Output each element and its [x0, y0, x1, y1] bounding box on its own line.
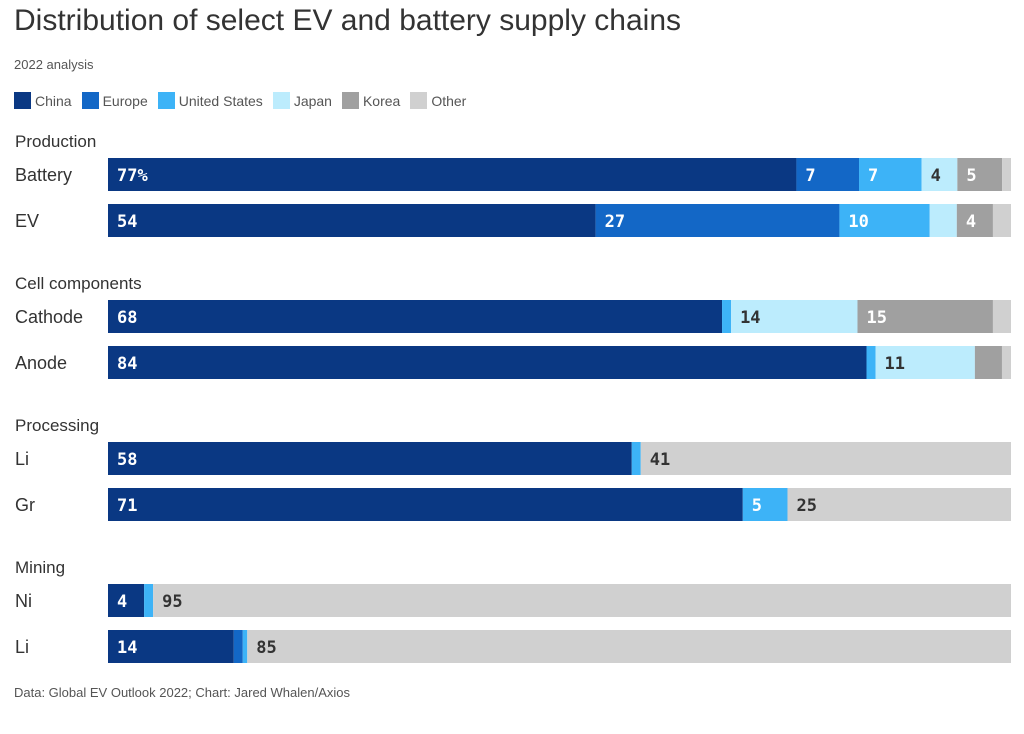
bar-segment-united-states	[144, 584, 154, 617]
legend-label: Europe	[102, 92, 148, 109]
bar-segment-china	[108, 630, 234, 663]
group-label: Production	[15, 132, 96, 151]
bar-segment-china	[108, 204, 596, 237]
group-label: Cell components	[15, 274, 142, 293]
legend-item-europe: Europe	[81, 92, 148, 109]
bar-segment-china	[108, 584, 145, 617]
legend-label: Other	[431, 92, 467, 109]
bar-segment-china	[108, 158, 797, 191]
bar-segment-other	[1001, 346, 1011, 379]
bar-segment-japan	[731, 300, 858, 333]
bar-segment-other	[992, 204, 1011, 237]
bar-segment-china	[108, 300, 723, 333]
value-label: 71	[117, 496, 137, 516]
bar-segment-united-states	[631, 442, 641, 475]
legend-item-china: China	[14, 92, 72, 109]
value-label: 7	[805, 166, 815, 186]
bar-segment-korea	[957, 158, 1003, 191]
bar-segment-europe	[796, 158, 860, 191]
row-label: Gr	[15, 495, 35, 515]
legend-swatch	[81, 92, 99, 109]
bar-segment-other	[640, 442, 1011, 475]
group-label: Processing	[15, 416, 99, 435]
chart-title: Distribution of select EV and battery su…	[14, 4, 682, 37]
value-label: 95	[162, 592, 182, 612]
bar-segment-japan	[875, 346, 975, 379]
value-label: 5	[966, 166, 976, 186]
value-label: 4	[966, 212, 976, 232]
legend-item-other: Other	[410, 92, 466, 109]
value-label: 27	[605, 212, 625, 232]
bar-segment-other	[247, 630, 1011, 663]
legend-swatch	[410, 92, 428, 109]
legend-label: Japan	[293, 92, 332, 109]
value-label: 5	[752, 496, 762, 516]
bar-segment-united-states	[859, 158, 922, 191]
legend-swatch	[272, 92, 290, 109]
bar-segment-china	[108, 488, 743, 521]
bar-segment-china	[108, 442, 632, 475]
bar-segment-europe	[595, 204, 840, 237]
bar-segment-united-states	[722, 300, 732, 333]
legend-swatch	[341, 92, 359, 109]
value-label: 4	[931, 166, 941, 186]
legend-label: China	[35, 92, 72, 109]
value-label: 25	[796, 496, 816, 516]
value-label: 77%	[117, 166, 148, 186]
bar-segment-other	[1002, 158, 1011, 191]
bar-segment-korea	[974, 346, 1002, 379]
legend-item-united-states: United States	[157, 92, 263, 109]
value-label: 4	[117, 592, 127, 612]
value-label: 68	[117, 308, 137, 328]
bar-segment-other	[153, 584, 1011, 617]
legend-swatch	[157, 92, 175, 109]
bar-segment-korea	[956, 204, 993, 237]
bar-segment-united-states	[839, 204, 930, 237]
value-label: 14	[117, 638, 137, 658]
bar-segment-korea	[857, 300, 993, 333]
bar-segment-other	[787, 488, 1011, 521]
row-label: Li	[15, 637, 29, 657]
row-label: Anode	[15, 353, 67, 373]
value-label: 10	[848, 212, 868, 232]
bar-segment-japan	[921, 158, 958, 191]
bar-segment-china	[108, 346, 867, 379]
value-label: 41	[650, 450, 670, 470]
bar-segment-japan	[929, 204, 957, 237]
value-label: 54	[117, 212, 137, 232]
row-label: Li	[15, 449, 29, 469]
group-label: Mining	[15, 558, 65, 577]
value-label: 15	[866, 308, 886, 328]
bar-segment-europe	[233, 630, 243, 663]
bar-segment-united-states	[242, 630, 248, 663]
value-label: 58	[117, 450, 137, 470]
chart-subtitle: 2022 analysis	[14, 57, 94, 72]
value-label: 85	[256, 638, 276, 658]
legend-item-japan: Japan	[272, 92, 332, 109]
value-label: 84	[117, 354, 137, 374]
bar-segment-other	[992, 300, 1011, 333]
bar-segment-united-states	[866, 346, 876, 379]
row-label: Ni	[15, 591, 32, 611]
legend-swatch	[14, 92, 31, 109]
row-label: Battery	[15, 165, 72, 185]
row-label: EV	[15, 211, 39, 231]
value-label: 7	[868, 166, 878, 186]
bar-segment-united-states	[742, 488, 788, 521]
legend: China Europe United States Japan Korea Other	[14, 92, 476, 109]
row-label: Cathode	[15, 307, 83, 327]
legend-label: United States	[178, 92, 263, 109]
value-label: 11	[885, 354, 905, 374]
value-label: 14	[740, 308, 760, 328]
legend-item-korea: Korea	[341, 92, 401, 109]
chart-source: Data: Global EV Outlook 2022; Chart: Jar…	[14, 685, 351, 700]
legend-label: Korea	[362, 92, 401, 109]
